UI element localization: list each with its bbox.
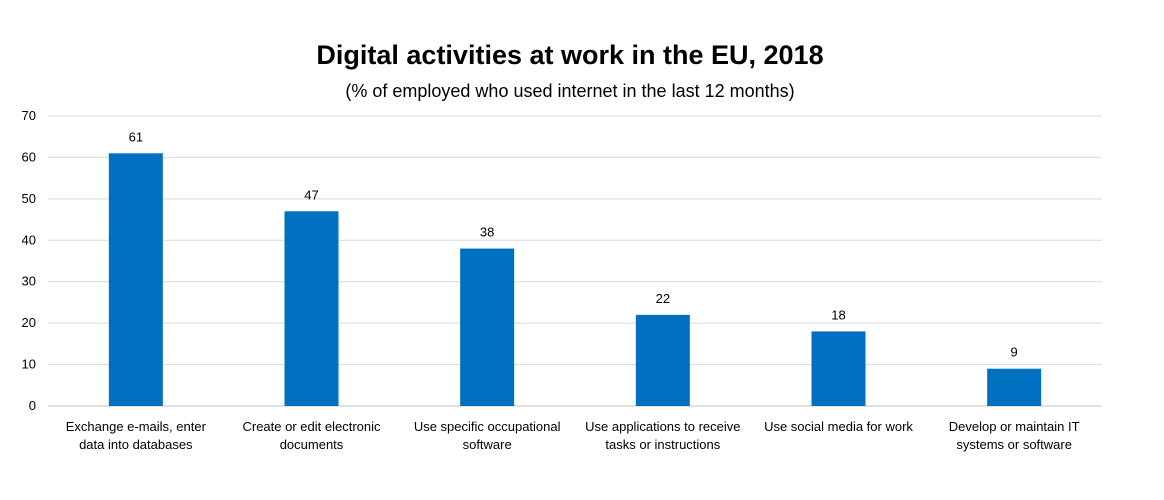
- data-label: 9: [1011, 345, 1018, 360]
- bar: [284, 211, 339, 406]
- x-tick-label: Use specific occupational software: [414, 419, 561, 452]
- data-label: 18: [831, 307, 845, 322]
- bars: [108, 153, 1042, 406]
- y-tick-label: 60: [22, 149, 36, 164]
- x-tick-label: Use applications to receive tasks or inst…: [585, 419, 740, 452]
- data-label: 38: [480, 225, 494, 240]
- gridlines: [48, 115, 1102, 407]
- x-tick-label: Develop or maintain IT systems or softwar…: [949, 419, 1080, 452]
- data-label: 61: [129, 129, 143, 144]
- x-axis-labels: Exchange e-mails, enter data into databas…: [66, 419, 1080, 452]
- x-tick-label: Use social media for work: [764, 419, 913, 434]
- data-label: 22: [656, 291, 670, 306]
- bar: [811, 331, 866, 406]
- bar: [460, 248, 515, 406]
- y-tick-label: 10: [22, 357, 36, 372]
- x-tick-label: Exchange e-mails, enter data into databas…: [66, 419, 207, 452]
- chart-title: Digital activities at work in the EU, 20…: [316, 40, 823, 70]
- y-tick-label: 70: [22, 108, 36, 123]
- bar: [987, 368, 1042, 406]
- bar: [635, 314, 690, 406]
- y-tick-label: 0: [29, 398, 36, 413]
- y-tick-label: 40: [22, 232, 36, 247]
- y-tick-label: 30: [22, 274, 36, 289]
- y-tick-label: 50: [22, 191, 36, 206]
- x-tick-label: Create or edit electronic documents: [242, 419, 381, 452]
- bar: [108, 153, 163, 406]
- data-label: 47: [304, 187, 318, 202]
- y-tick-label: 20: [22, 315, 36, 330]
- y-axis-ticks: 0 10 20 30 40 50 60 70: [22, 108, 36, 413]
- chart-subtitle: (% of employed who used internet in the …: [345, 81, 794, 101]
- data-labels: 61 47 38 22 18 9: [129, 129, 1018, 359]
